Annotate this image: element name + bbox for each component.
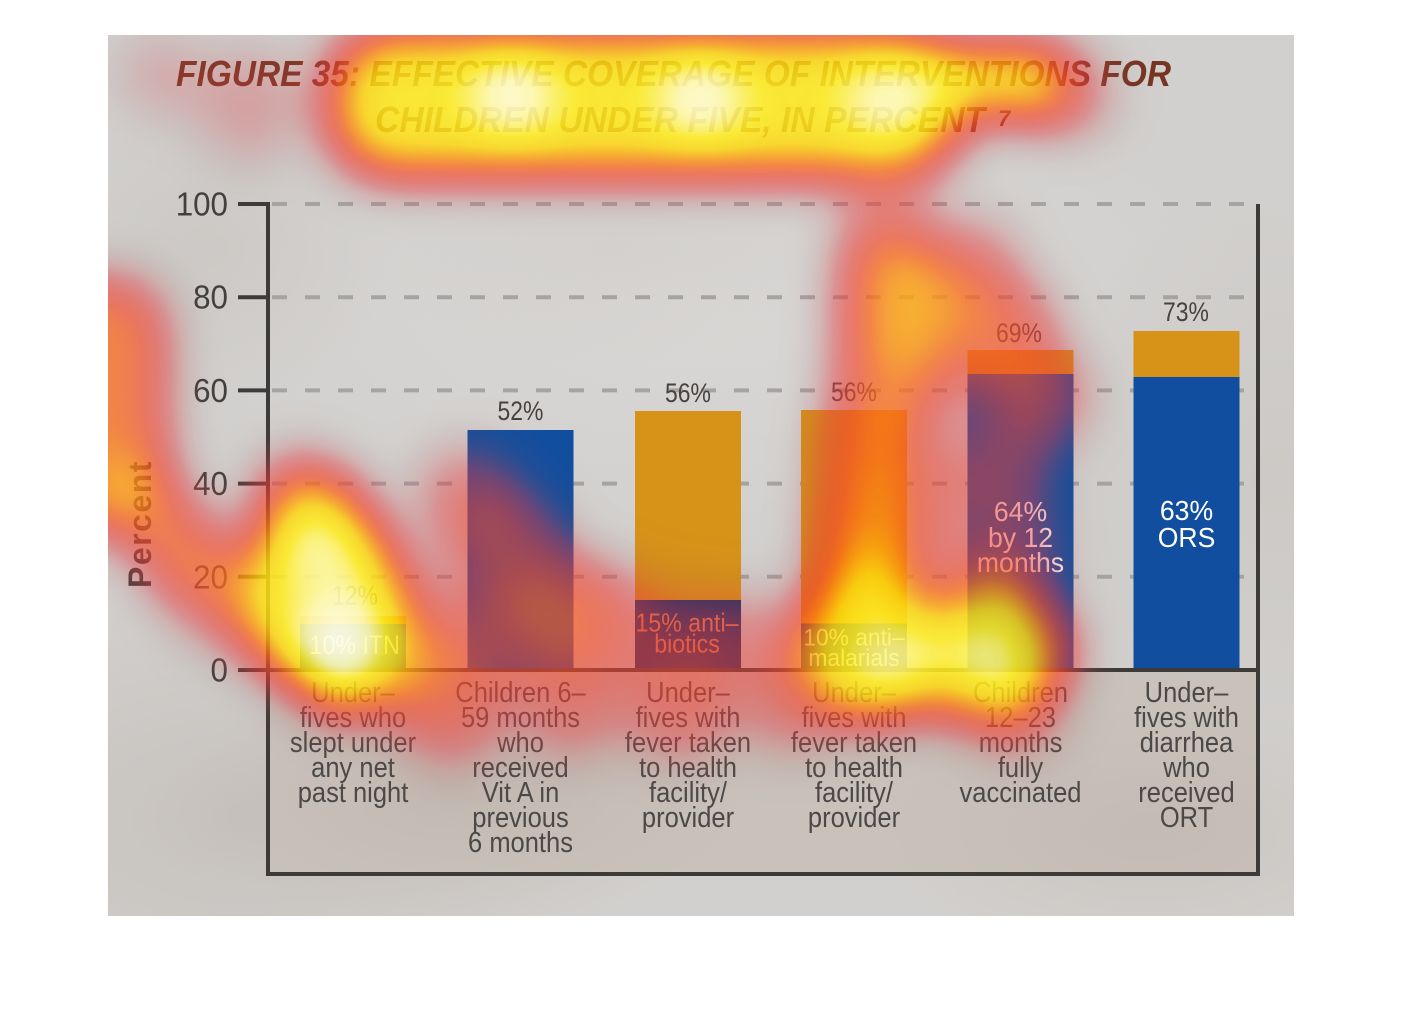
svg-text:40: 40 [193, 465, 228, 502]
svg-text:Vit A in: Vit A in [482, 775, 560, 808]
svg-text:80: 80 [193, 279, 228, 316]
svg-text:60: 60 [193, 372, 228, 409]
svg-text:fives with: fives with [1134, 700, 1239, 733]
svg-text:facility/: facility/ [649, 775, 727, 808]
svg-text:received: received [472, 750, 568, 783]
svg-text:past night: past night [298, 775, 409, 808]
svg-text:52%: 52% [498, 396, 544, 426]
svg-text:previous: previous [472, 800, 568, 833]
svg-text:56%: 56% [665, 378, 711, 408]
svg-text:facility/: facility/ [815, 775, 893, 808]
svg-text:received: received [1138, 775, 1234, 808]
svg-text:6 months: 6 months [468, 825, 573, 858]
svg-text:73%: 73% [1163, 297, 1209, 327]
svg-text:to health: to health [805, 750, 903, 783]
svg-text:diarrhea: diarrhea [1140, 725, 1234, 758]
svg-text:Under–: Under– [1145, 675, 1229, 708]
svg-text:who: who [1162, 750, 1210, 783]
svg-text:provider: provider [642, 800, 734, 833]
svg-text:ORT: ORT [1160, 800, 1214, 833]
svg-text:ORS: ORS [1158, 521, 1216, 553]
svg-text:provider: provider [808, 800, 900, 833]
svg-text:any net: any net [311, 750, 395, 783]
svg-text:0: 0 [211, 652, 228, 689]
svg-text:vaccinated: vaccinated [960, 775, 1082, 808]
svg-text:63%: 63% [1160, 494, 1213, 526]
svg-text:100: 100 [176, 186, 228, 223]
svg-text:slept under: slept under [290, 725, 416, 758]
